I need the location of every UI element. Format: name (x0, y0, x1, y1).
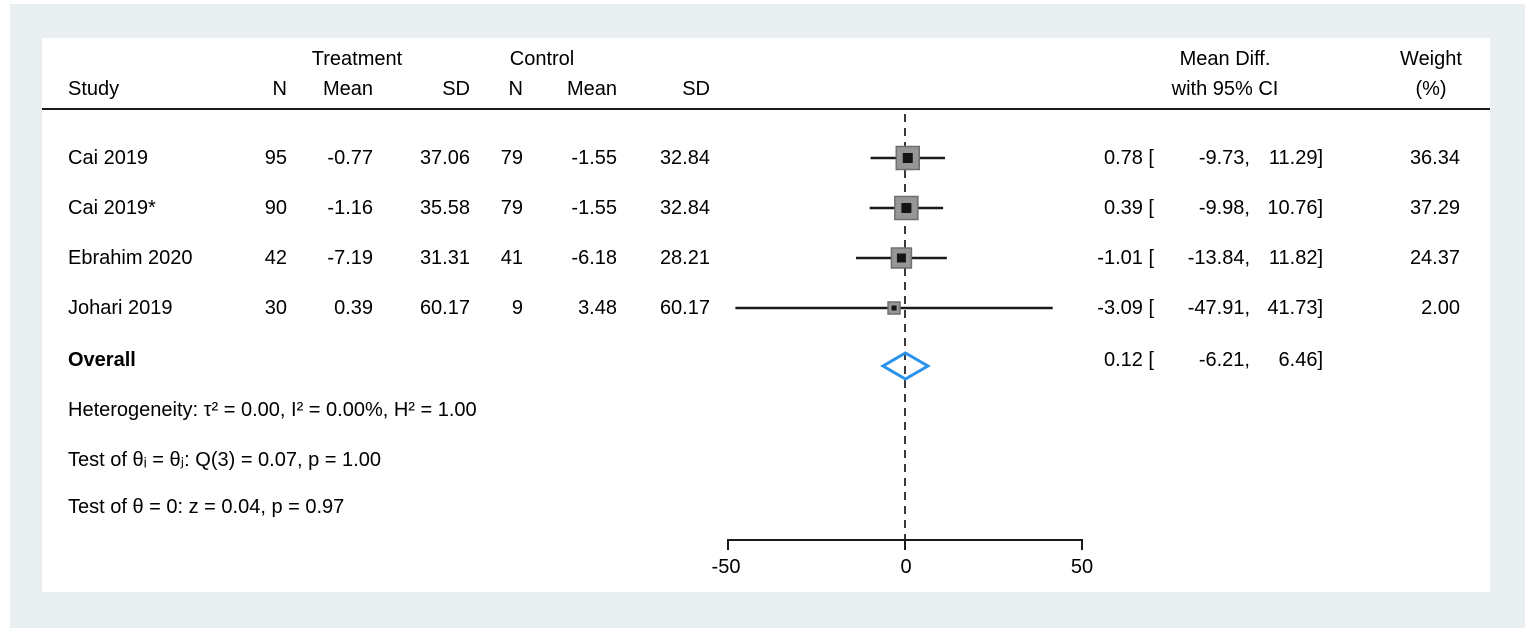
treatment-sd-value: 35.58 (419, 197, 470, 219)
study-column-header: Study (68, 78, 120, 100)
treatment-mean-value: -7.19 (327, 247, 373, 269)
effect-estimate: 0.39 [ (1103, 197, 1154, 219)
control-mean-value: 3.48 (578, 297, 617, 319)
weight-header-line2: (%) (1415, 78, 1447, 100)
x-tick-label: -50 (711, 556, 741, 578)
overall-row: Overall 0.12 [ -6.21, 6.46] (42, 335, 1490, 385)
control-sd-value: 32.84 (659, 197, 710, 219)
table-row: Ebrahim 2020 42 -7.19 31.31 41 -6.18 28.… (42, 233, 1490, 283)
control-mean-value: -1.55 (571, 197, 617, 219)
ci-lower: -13.84, (1187, 247, 1250, 269)
ci-upper: 41.73] (1267, 297, 1323, 319)
control-n-value: 41 (500, 247, 523, 269)
header-divider-line (42, 108, 1490, 110)
control-mean-value: -6.18 (571, 247, 617, 269)
treatment-group-header: Treatment (311, 48, 403, 70)
weight-value: 2.00 (1421, 297, 1460, 319)
effect-estimate: -1.01 [ (1097, 247, 1154, 269)
ci-upper: 11.82] (1268, 247, 1323, 269)
weight-value: 37.29 (1409, 197, 1460, 219)
treatment-mean-header: Mean (322, 78, 373, 100)
treatment-mean-value: -1.16 (327, 197, 373, 219)
treatment-sd-value: 31.31 (419, 247, 470, 269)
ci-upper: 10.76] (1267, 197, 1323, 219)
control-sd-value: 28.21 (659, 247, 710, 269)
treatment-sd-header: SD (442, 78, 470, 100)
forest-plot-panel: Treatment Control Mean Diff. Weight Stud… (42, 38, 1490, 592)
effect-estimate: 0.78 [ (1103, 147, 1154, 169)
control-mean-header: Mean (566, 78, 617, 100)
homogeneity-test-stats: Test of θᵢ = θⱼ: Q(3) = 0.07, p = 1.00 (68, 449, 381, 471)
x-tick-label: 50 (1070, 556, 1094, 578)
treatment-n-value: 90 (264, 197, 287, 219)
x-tick-label: 0 (900, 556, 912, 578)
control-n-value: 79 (500, 147, 523, 169)
table-row: Cai 2019 95 -0.77 37.06 79 -1.55 32.84 0… (42, 133, 1490, 183)
overall-label: Overall (68, 349, 136, 371)
study-label: Ebrahim 2020 (68, 247, 193, 269)
treatment-sd-value: 37.06 (419, 147, 470, 169)
ci-lower: -9.98, (1198, 197, 1250, 219)
control-sd-value: 60.17 (659, 297, 710, 319)
treatment-n-value: 42 (264, 247, 287, 269)
mean-diff-header-line2: with 95% CI (1171, 78, 1279, 100)
study-label: Cai 2019 (68, 147, 149, 169)
control-sd-header: SD (682, 78, 710, 100)
ci-lower: -47.91, (1187, 297, 1250, 319)
ci-upper: 11.29] (1268, 147, 1323, 169)
treatment-sd-value: 60.17 (419, 297, 470, 319)
effect-estimate: -3.09 [ (1097, 297, 1154, 319)
control-n-value: 9 (511, 297, 523, 319)
weight-value: 24.37 (1409, 247, 1460, 269)
treatment-n-header: N (272, 78, 287, 100)
control-n-value: 79 (500, 197, 523, 219)
weight-header-line1: Weight (1400, 48, 1462, 70)
treatment-n-value: 30 (264, 297, 287, 319)
control-sd-value: 32.84 (659, 147, 710, 169)
treatment-mean-value: -0.77 (327, 147, 373, 169)
overall-ci-upper: 6.46] (1278, 349, 1323, 371)
treatment-mean-value: 0.39 (334, 297, 373, 319)
treatment-n-value: 95 (264, 147, 287, 169)
control-mean-value: -1.55 (571, 147, 617, 169)
table-row: Cai 2019* 90 -1.16 35.58 79 -1.55 32.84 … (42, 183, 1490, 233)
ci-lower: -9.73, (1198, 147, 1250, 169)
control-n-header: N (508, 78, 523, 100)
heterogeneity-stats: Heterogeneity: τ² = 0.00, I² = 0.00%, H²… (68, 399, 477, 421)
study-label: Johari 2019 (68, 297, 173, 319)
study-label: Cai 2019* (68, 197, 156, 219)
mean-diff-header-line1: Mean Diff. (1179, 48, 1271, 70)
overall-ci-lower: -6.21, (1198, 349, 1250, 371)
weight-value: 36.34 (1409, 147, 1460, 169)
overall-effect-test-stats: Test of θ = 0: z = 0.04, p = 0.97 (68, 496, 345, 518)
control-group-header: Control (509, 48, 575, 70)
table-row: Johari 2019 30 0.39 60.17 9 3.48 60.17 -… (42, 283, 1490, 333)
overall-effect-estimate: 0.12 [ (1103, 349, 1154, 371)
